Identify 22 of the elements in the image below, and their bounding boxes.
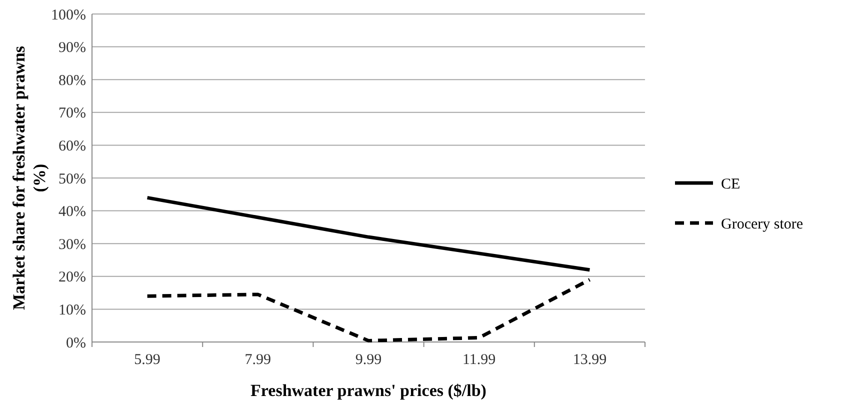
line-series <box>146 278 592 342</box>
x-axis-title: Freshwater prawns' prices ($/lb) <box>250 381 486 400</box>
legend-label: Grocery store <box>721 216 804 232</box>
y-tick-label: 90% <box>58 40 86 56</box>
y-tick-label: 80% <box>58 72 86 89</box>
y-tick-label: 50% <box>58 171 86 188</box>
x-tick-label: 11.99 <box>462 352 496 368</box>
x-tick-label: 7.99 <box>244 352 272 368</box>
x-tick-label: 5.99 <box>134 352 160 368</box>
y-tick-label: 30% <box>58 236 86 253</box>
y-tick-label: 100% <box>51 7 86 24</box>
y-tick-label: 10% <box>58 302 86 318</box>
y-tick-label: 70% <box>58 106 86 122</box>
x-tick-label: 13.99 <box>572 352 607 368</box>
legend-label: CE <box>721 176 740 192</box>
x-tick-label: 9.99 <box>355 352 382 368</box>
y-tick-label: 20% <box>58 270 86 286</box>
y-tick-label: 40% <box>58 204 86 220</box>
line-series <box>146 196 592 272</box>
y-axis-title: Market share for freshwater prawns (%) <box>10 46 49 310</box>
y-tick-label: 0% <box>66 335 86 352</box>
y-tick-label: 60% <box>58 138 86 154</box>
